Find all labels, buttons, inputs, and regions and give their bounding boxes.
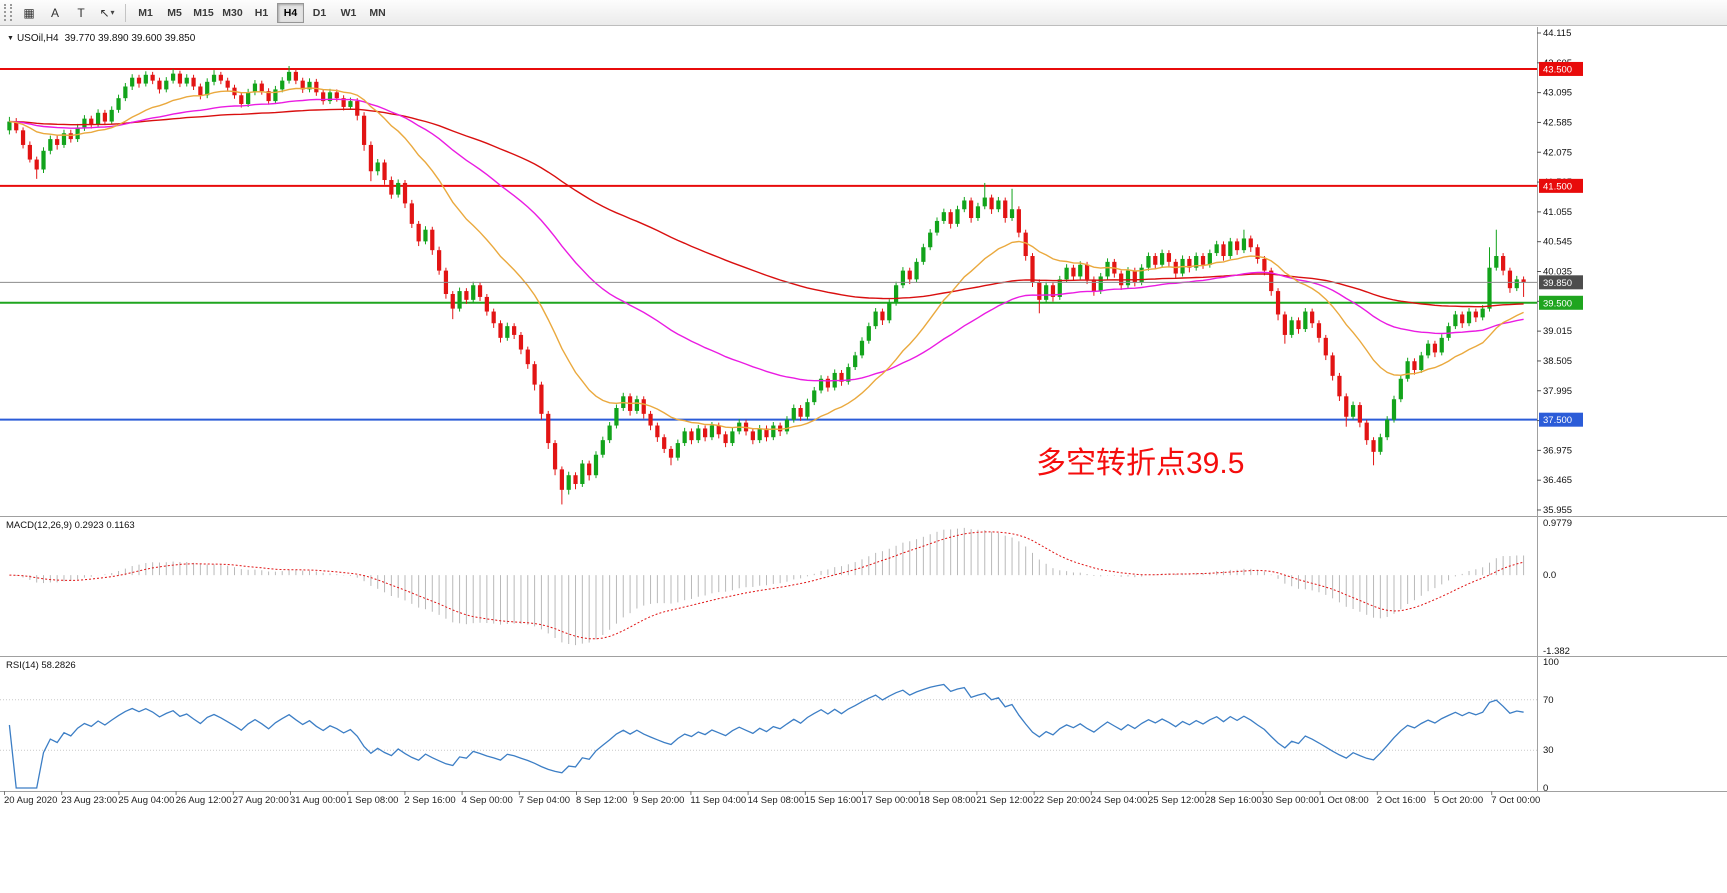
svg-text:0: 0 [1543, 783, 1548, 794]
timeframe-button-group: M1 M5 M15 M30 H1 H4 D1 W1 MN [131, 2, 392, 23]
text-annotation-icon: A [50, 5, 59, 20]
rsi-line [8, 683, 1524, 789]
svg-text:42.585: 42.585 [1543, 117, 1572, 128]
timeframe-w1-button[interactable]: W1 [335, 3, 362, 23]
rsi-panel[interactable]: 100 70 30 0 [0, 657, 1559, 794]
svg-text:40.035: 40.035 [1543, 267, 1572, 278]
chevron-down-icon: ▾ [110, 8, 115, 17]
svg-text:70: 70 [1543, 695, 1554, 706]
svg-text:0.0: 0.0 [1543, 570, 1556, 581]
svg-text:37.995: 37.995 [1543, 386, 1572, 397]
macd-panel[interactable]: 0.9779 0.0 -1.382 [9, 518, 1572, 657]
ma-130-line [9, 108, 1524, 308]
cursor-icon: ↖ [99, 5, 110, 20]
svg-text:35.955: 35.955 [1543, 505, 1572, 516]
cursor-tool-dropdown-button[interactable]: ↖ ▾ [95, 2, 119, 23]
chart-symbol-period: USOil,H4 [16, 33, 59, 44]
candles [7, 66, 1526, 505]
svg-text:42.075: 42.075 [1543, 147, 1572, 158]
svg-text:39.850: 39.850 [1543, 278, 1572, 289]
svg-text:43.500: 43.500 [1543, 64, 1572, 75]
svg-text:36.975: 36.975 [1543, 445, 1572, 456]
collapse-triangle-icon[interactable]: ▼ [7, 35, 14, 42]
svg-text:100: 100 [1543, 657, 1559, 668]
price-tag [1539, 412, 1583, 427]
svg-text:43.095: 43.095 [1543, 88, 1572, 99]
price-tags: 43.500 41.500 39.500 37.500 39.850 [1539, 61, 1583, 427]
toolbar: ▦ A T ↖ ▾ M1 M5 M15 M30 H1 H4 D1 W1 MN [0, 0, 1727, 26]
toolbar-separator [125, 3, 126, 22]
price-axis[interactable]: 44.11543.60543.09542.58542.07541.56541.0… [1537, 28, 1572, 516]
macd-signal-line [9, 531, 1524, 640]
timeframe-h1-button[interactable]: H1 [248, 3, 275, 23]
macd-indicator-label: MACD(12,26,9) 0.2923 0.1163 [6, 520, 135, 531]
svg-text:-1.382: -1.382 [1543, 646, 1570, 657]
text-label-icon: T [77, 5, 85, 20]
price-tag [1539, 61, 1583, 76]
timeframe-m5-button[interactable]: M5 [161, 3, 188, 23]
timeframe-h4-button[interactable]: H4 [277, 2, 304, 23]
rsi-indicator-label: RSI(14) 58.2826 [6, 660, 76, 671]
svg-text:30: 30 [1543, 745, 1554, 756]
moving-average-lines [9, 87, 1524, 431]
timeframe-mn-button[interactable]: MN [364, 3, 391, 23]
svg-text:37.500: 37.500 [1543, 415, 1572, 426]
horizontal-level-lines[interactable] [0, 67, 1537, 421]
text-annotation-tool-button[interactable]: A [43, 2, 67, 23]
price-tag [1539, 295, 1583, 310]
timeframe-m15-button[interactable]: M15 [190, 3, 217, 23]
chart-ohlc-readout: 39.770 39.890 39.600 39.850 [64, 33, 196, 44]
timeframe-m1-button[interactable]: M1 [132, 3, 159, 23]
hatch-pattern-icon: ▦ [23, 5, 35, 20]
chart-text-annotation[interactable]: 多空转折点39.5 [1036, 447, 1245, 480]
svg-text:40.545: 40.545 [1543, 237, 1572, 248]
svg-text:41.500: 41.500 [1543, 181, 1572, 192]
ma-20-line [9, 87, 1524, 431]
ma-55-line [9, 98, 1524, 382]
svg-text:38.505: 38.505 [1543, 356, 1572, 367]
toolbar-drag-handle[interactable] [4, 4, 12, 21]
text-label-tool-button[interactable]: T [69, 2, 93, 23]
panel-separators [0, 27, 1727, 795]
svg-text:39.015: 39.015 [1543, 326, 1572, 337]
svg-text:44.115: 44.115 [1543, 28, 1571, 39]
price-tag [1539, 275, 1583, 290]
svg-text:0.9779: 0.9779 [1543, 518, 1572, 529]
chart-title: ▼ USOil,H4 39.770 39.890 39.600 39.850 [7, 33, 195, 44]
svg-text:36.465: 36.465 [1543, 475, 1572, 486]
timeframe-d1-button[interactable]: D1 [306, 3, 333, 23]
svg-text:41.055: 41.055 [1543, 207, 1572, 218]
svg-text:39.500: 39.500 [1543, 298, 1572, 309]
timeframe-m30-button[interactable]: M30 [219, 3, 246, 23]
price-tag [1539, 178, 1583, 193]
hatch-pattern-tool-button[interactable]: ▦ [17, 2, 41, 23]
